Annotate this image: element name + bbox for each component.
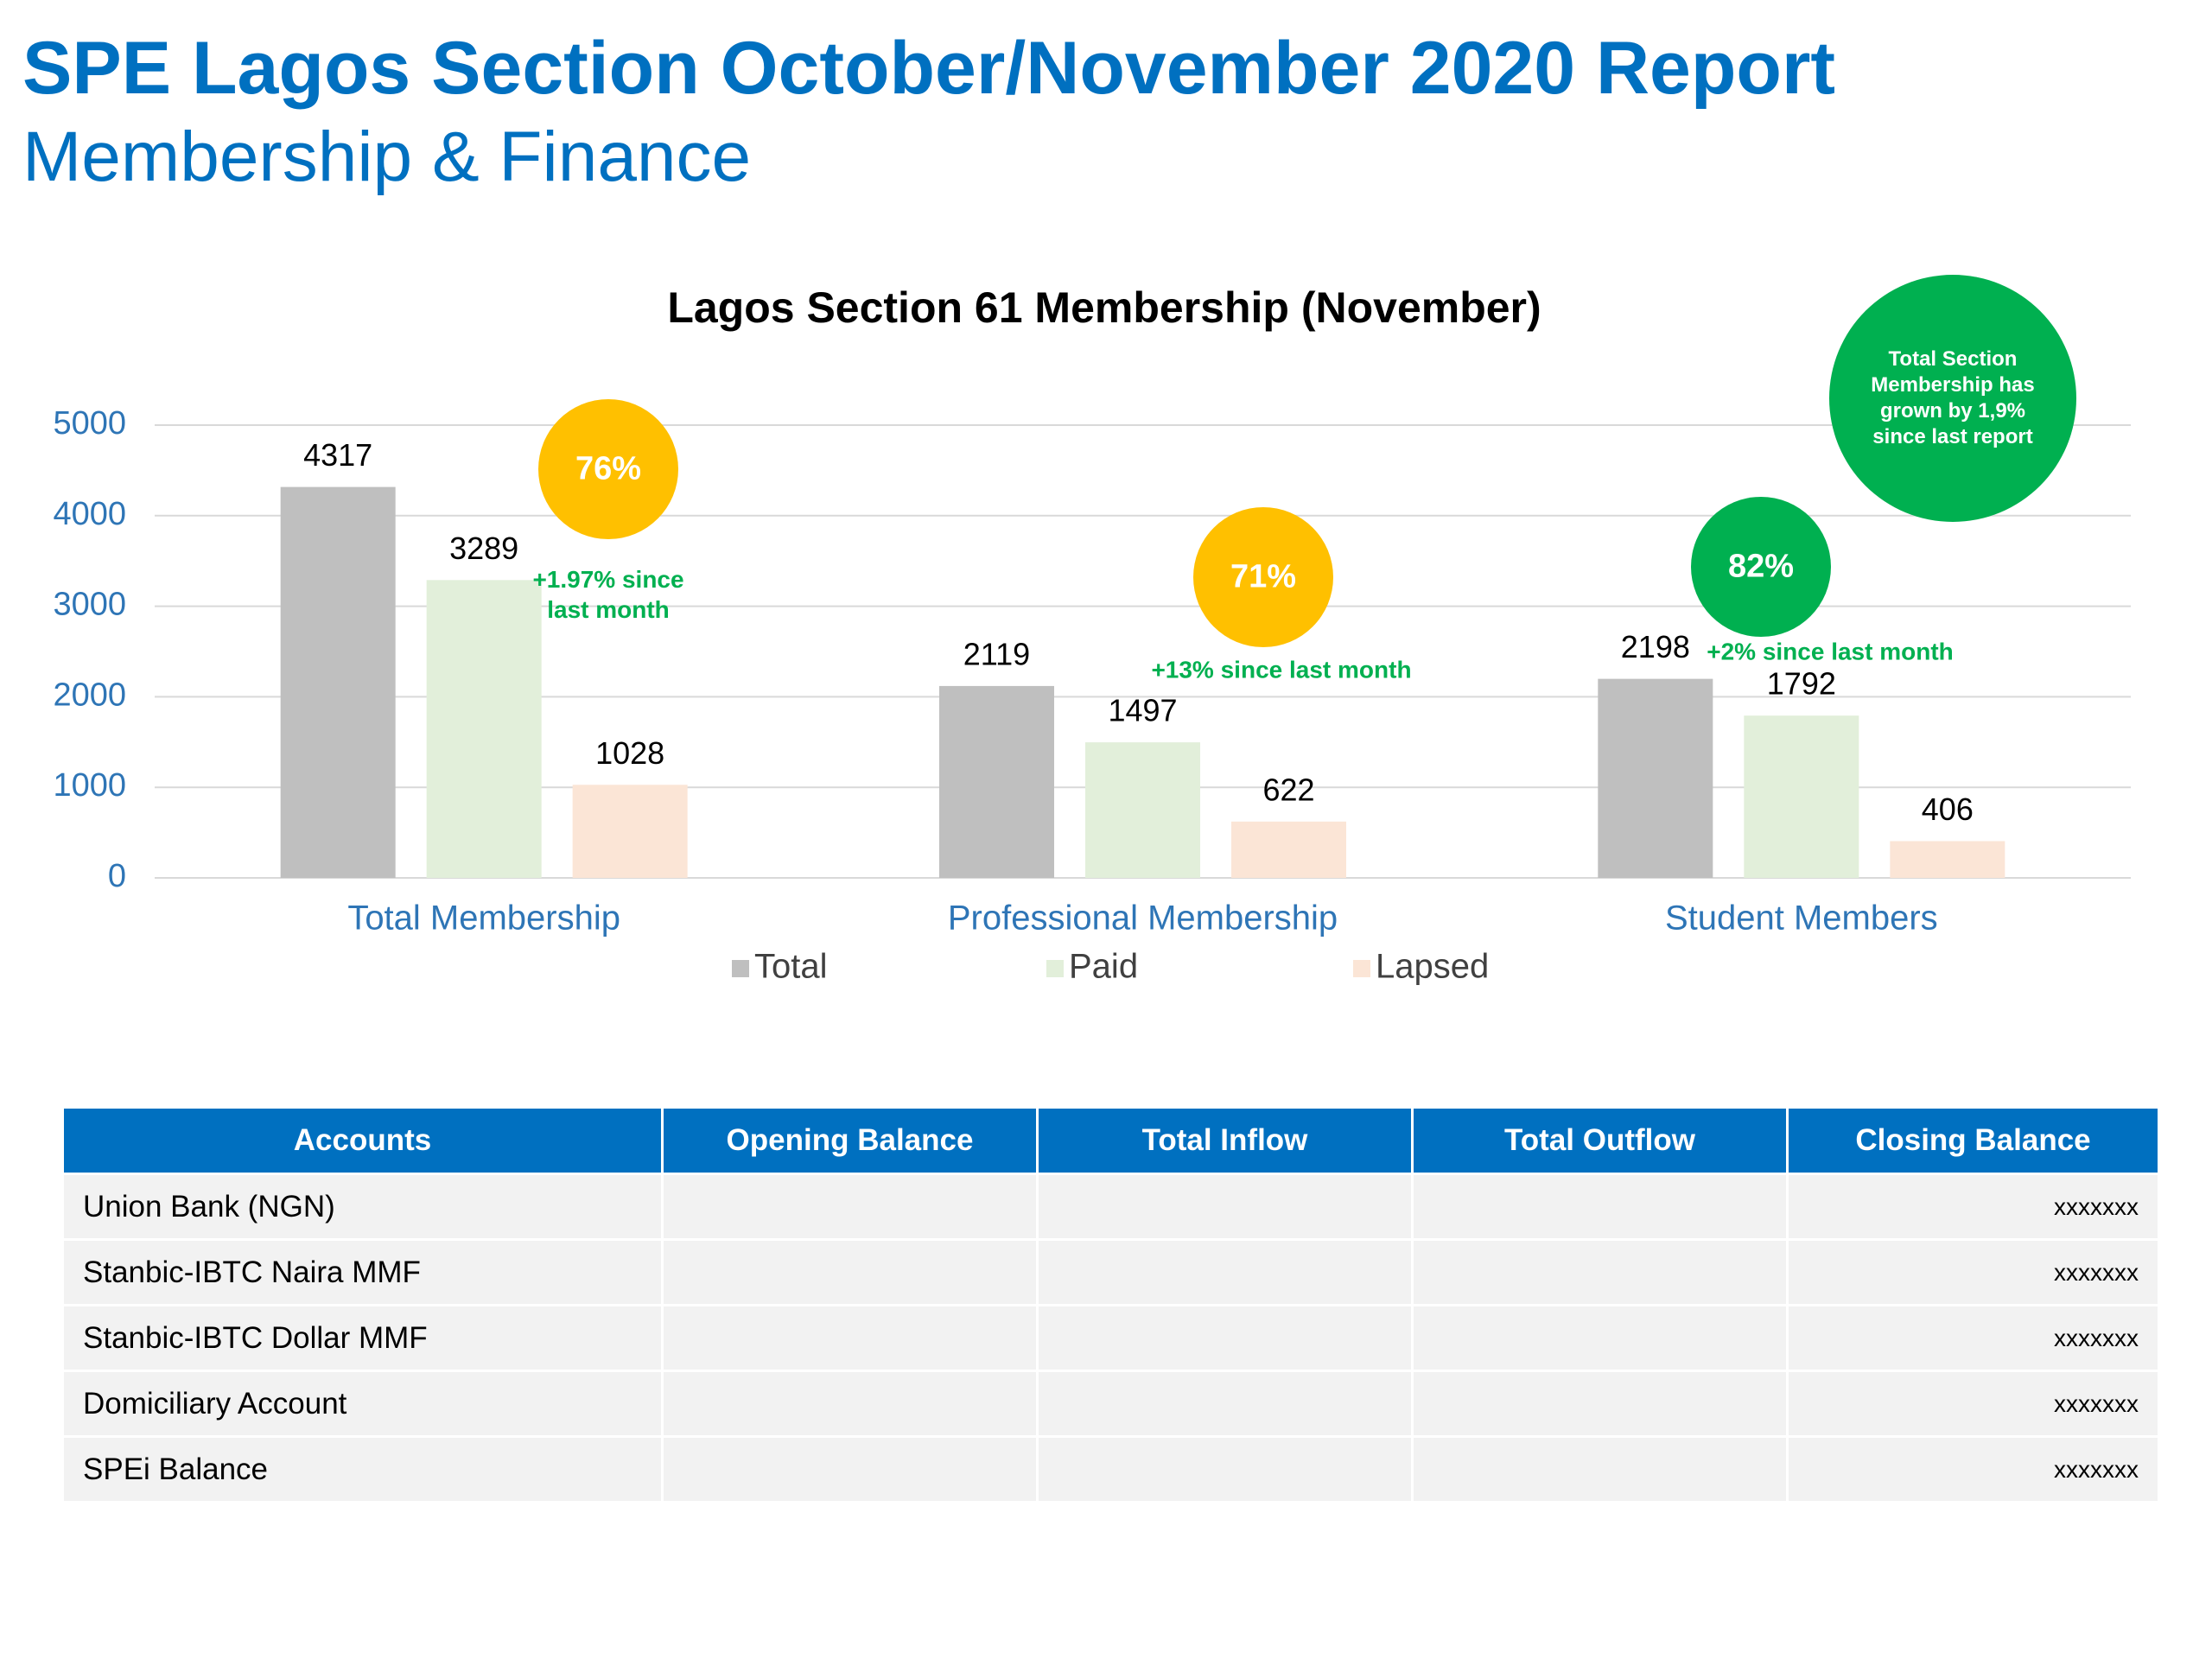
empty-cell	[1411, 1238, 1789, 1306]
x-tick-label: Professional Membership	[948, 899, 1338, 938]
y-tick-label: 1000	[53, 767, 126, 804]
legend-swatch	[1046, 960, 1064, 977]
account-cell: SPEi Balance	[61, 1435, 664, 1503]
legend-swatch	[732, 960, 749, 977]
closing-balance-cell: xxxxxxx	[1786, 1238, 2160, 1306]
account-cell: Domiciliary Account	[61, 1370, 664, 1438]
annotation: 76%	[575, 450, 642, 487]
annotation-circle	[1193, 507, 1333, 647]
empty-cell	[1411, 1435, 1789, 1503]
empty-cell	[661, 1435, 1039, 1503]
table-row: SPEi Balance xxxxxxx	[61, 1435, 2160, 1503]
value-label: 1028	[595, 735, 664, 771]
column-header: Total Outflow	[1411, 1109, 1789, 1174]
accounts-table: Accounts Opening Balance Total Inflow To…	[61, 1109, 2160, 1503]
value-label: 2198	[1621, 629, 1690, 664]
annotation: +2% since last month	[1707, 638, 1954, 665]
annotation-circle	[1691, 497, 1831, 637]
x-tick-label: Student Members	[1665, 899, 1938, 938]
y-tick-label: 5000	[53, 405, 126, 442]
bar	[1085, 742, 1200, 878]
closing-balance-cell: xxxxxxx	[1786, 1370, 2160, 1438]
annotation: +13% since last month	[1151, 656, 1412, 683]
column-header: Closing Balance	[1786, 1109, 2160, 1174]
column-header: Accounts	[61, 1109, 664, 1174]
account-cell: Stanbic-IBTC Dollar MMF	[61, 1304, 664, 1372]
page-title: SPE Lagos Section October/November 2020 …	[22, 27, 1836, 110]
value-label: 1497	[1108, 693, 1177, 728]
empty-cell	[1036, 1370, 1414, 1438]
bar	[572, 785, 688, 878]
account-cell: Union Bank (NGN)	[61, 1173, 664, 1241]
table-row: Domiciliary Account xxxxxxx	[61, 1370, 2160, 1438]
bar	[1598, 678, 1713, 878]
empty-cell	[661, 1370, 1039, 1438]
account-cell: Stanbic-IBTC Naira MMF	[61, 1238, 664, 1306]
empty-cell	[1036, 1173, 1414, 1241]
column-header: Total Inflow	[1036, 1109, 1414, 1174]
table-row: Stanbic-IBTC Naira MMF xxxxxxx	[61, 1238, 2160, 1306]
x-tick-label: Total Membership	[347, 899, 620, 938]
y-tick-label: 2000	[53, 677, 126, 713]
bar	[1231, 821, 1346, 878]
annotation: Total Section Membership has grown by 1,…	[1871, 347, 2035, 448]
bar	[1744, 715, 1859, 878]
bar	[1890, 841, 2005, 878]
empty-cell	[1036, 1238, 1414, 1306]
annotation: 71%	[1230, 558, 1297, 595]
table-row: Stanbic-IBTC Dollar MMF xxxxxxx	[61, 1304, 2160, 1372]
empty-cell	[661, 1238, 1039, 1306]
value-label: 1792	[1767, 666, 1836, 702]
annotation-circle	[1829, 275, 2076, 522]
value-label: 4317	[303, 437, 372, 473]
empty-cell	[1036, 1304, 1414, 1372]
value-label: 406	[1922, 791, 1974, 827]
closing-balance-cell: xxxxxxx	[1786, 1435, 2160, 1503]
closing-balance-cell: xxxxxxx	[1786, 1304, 2160, 1372]
empty-cell	[661, 1173, 1039, 1241]
y-tick-label: 4000	[53, 496, 126, 532]
chart-title: Lagos Section 61 Membership (November)	[667, 283, 1541, 332]
bar	[939, 685, 1054, 878]
value-label: 3289	[449, 531, 518, 566]
value-label: 622	[1262, 772, 1314, 807]
y-tick-label: 3000	[53, 587, 126, 623]
legend-label: Paid	[1069, 948, 1138, 986]
bar	[280, 486, 396, 878]
y-tick-label: 0	[108, 858, 126, 894]
empty-cell	[1411, 1370, 1789, 1438]
legend-label: Total	[754, 948, 828, 986]
legend-label: Lapsed	[1376, 948, 1489, 986]
empty-cell	[1411, 1173, 1789, 1241]
legend-swatch	[1353, 960, 1370, 977]
annotation-circle	[538, 399, 678, 539]
bar	[426, 580, 542, 878]
closing-balance-cell: xxxxxxx	[1786, 1173, 2160, 1241]
empty-cell	[1036, 1435, 1414, 1503]
column-header: Opening Balance	[661, 1109, 1039, 1174]
empty-cell	[1411, 1304, 1789, 1372]
empty-cell	[661, 1304, 1039, 1372]
table-row: Union Bank (NGN) xxxxxxx	[61, 1173, 2160, 1241]
value-label: 2119	[963, 636, 1030, 671]
annotation: 82%	[1727, 548, 1795, 585]
annotation: +1.97% since last month	[532, 566, 684, 623]
page-subtitle: Membership & Finance	[22, 118, 752, 196]
